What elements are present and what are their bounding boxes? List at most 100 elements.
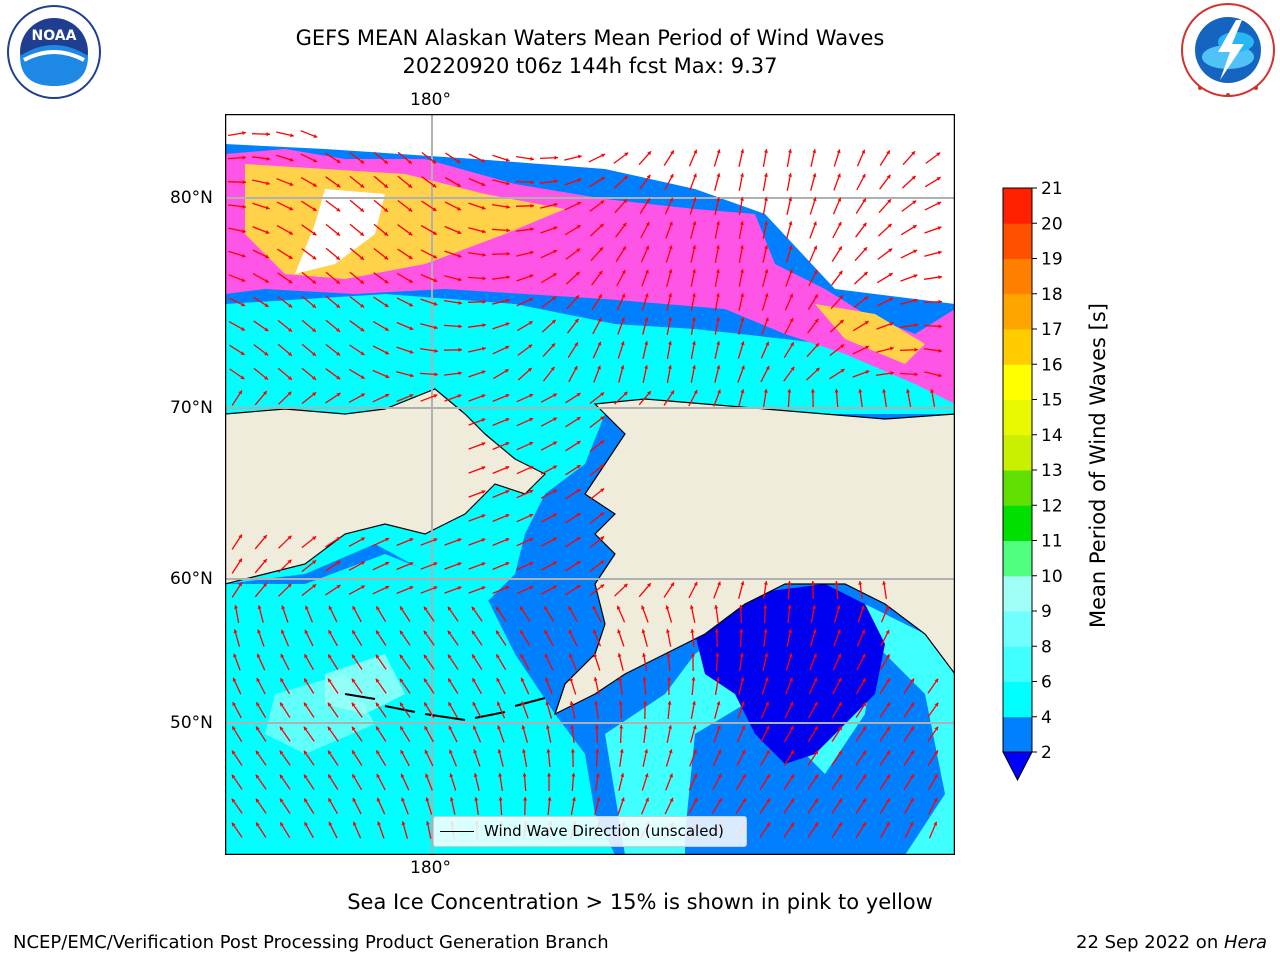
wave-arrow-head	[312, 536, 317, 541]
wave-arrow-head	[336, 256, 340, 260]
wave-arrow-head	[424, 702, 428, 707]
wave-arrow-head	[529, 489, 534, 494]
wave-arrow-head	[265, 205, 270, 210]
wave-arrow-head	[741, 750, 746, 754]
wave-arrow-head	[623, 583, 628, 588]
wave-arrow-head	[740, 173, 745, 177]
wave-arrow-head	[336, 159, 341, 163]
wave-arrow-head	[763, 581, 768, 585]
wave-arrow-head	[409, 562, 414, 566]
wave-arrow-head	[458, 324, 462, 329]
wave-arrow-head	[619, 749, 624, 753]
wave-arrow-head	[520, 606, 524, 611]
wave-arrow-head	[423, 654, 428, 659]
wave-arrow-head	[546, 773, 552, 777]
colorbar: 2 4 6 8 9 10 11 12 13 14 15 16 17 18 19 20 21	[1002, 180, 1063, 782]
wave-arrow-head	[530, 156, 534, 161]
wave-arrow-head	[238, 558, 242, 563]
colorbar-bin	[1003, 575, 1032, 612]
wave-arrow-head	[530, 203, 534, 208]
wave-arrow-head	[313, 158, 318, 163]
colorbar-tick-label: 8	[1041, 637, 1052, 657]
wave-arrow-head	[472, 725, 477, 730]
wave-arrow-head	[595, 773, 600, 777]
wave-arrow-head	[667, 365, 672, 369]
wave-arrow-head	[692, 341, 696, 345]
wave-arrow-head	[763, 389, 768, 393]
wave-arrow-head	[360, 279, 364, 284]
wave-arrow-head	[553, 249, 558, 254]
wave-arrow-head	[457, 253, 462, 258]
wave-arrow-head	[304, 678, 308, 683]
wave-arrow-head	[645, 797, 649, 802]
wave-arrow-head	[787, 581, 792, 585]
wave-arrow-head	[554, 155, 558, 160]
wave-arrow-head	[360, 208, 364, 212]
wave-arrow-head	[668, 749, 673, 754]
wave-arrow-head	[577, 178, 582, 183]
wave-arrow-head	[576, 513, 581, 517]
wave-arrow-head	[716, 245, 720, 249]
wave-arrow-head	[303, 750, 308, 755]
wave-arrow-head	[764, 269, 769, 274]
wave-arrow-head	[425, 797, 430, 802]
wave-arrow-head	[789, 318, 794, 322]
wave-arrow-head	[644, 773, 649, 778]
wave-arrow-head	[690, 629, 695, 633]
wave-arrow-head	[425, 821, 430, 825]
wave-arrow-head	[360, 537, 365, 542]
wave-arrow-head	[837, 173, 841, 178]
wave-arrow-head	[864, 296, 869, 301]
wave-arrow-head	[256, 653, 261, 658]
wave-arrow-head	[474, 797, 479, 801]
wave-arrow-head	[496, 630, 500, 635]
wave-arrow-head	[287, 535, 292, 540]
wave-arrow-head	[577, 154, 582, 159]
wave-arrow-head	[621, 270, 626, 274]
colorbar-bin	[1003, 505, 1032, 541]
wave-arrow-head	[449, 797, 454, 801]
wave-arrow-head	[788, 197, 793, 201]
wave-arrow-head	[913, 249, 918, 254]
lat-label-50n: 50°N	[170, 713, 213, 733]
wave-arrow-head	[740, 269, 745, 273]
wave-arrow-head	[384, 327, 389, 331]
wave-arrow-head	[497, 725, 502, 730]
wave-arrow-head	[576, 417, 581, 421]
wave-arrow-head	[448, 725, 453, 730]
wave-arrow-head	[376, 797, 381, 802]
wave-arrow-head	[571, 773, 576, 777]
map-frame	[225, 114, 955, 855]
wave-arrow-head	[812, 197, 817, 202]
wave-arrow-head	[231, 798, 236, 803]
wave-arrow-head	[312, 392, 317, 397]
wave-arrow-head	[433, 254, 437, 259]
wave-arrow-head	[596, 797, 601, 802]
wave-arrow-head	[263, 535, 267, 539]
wave-arrow-head	[885, 605, 890, 610]
wave-arrow-head	[385, 561, 390, 566]
wave-arrow-head	[621, 317, 625, 322]
wave-arrow-head	[886, 702, 891, 707]
lat-label-80n: 80°N	[170, 188, 213, 208]
wave-arrow-head	[692, 725, 697, 730]
wave-arrow-head	[862, 702, 866, 707]
sea-ice-note: Sea Ice Concentration > 15% is shown in …	[347, 890, 933, 914]
wave-arrow-head	[934, 726, 939, 731]
wave-arrow-head	[351, 678, 356, 683]
wave-arrow-head	[288, 327, 292, 332]
wave-arrow-head	[787, 605, 792, 609]
wave-arrow-head	[458, 347, 462, 352]
wave-arrow-head	[766, 822, 771, 827]
wave-arrow-head	[641, 629, 646, 634]
wave-arrow-head	[623, 199, 627, 204]
colorbar-tick-label: 11	[1041, 532, 1063, 552]
wave-arrow-head	[576, 489, 581, 493]
wave-arrow-head	[481, 466, 486, 470]
wave-arrow-head	[336, 585, 341, 589]
colorbar-tick-label: 19	[1041, 250, 1063, 270]
wave-arrow-head	[547, 797, 552, 801]
wave-arrow-head	[304, 774, 308, 779]
wave-arrow-head	[232, 726, 236, 731]
wave-arrow-head	[764, 293, 769, 298]
